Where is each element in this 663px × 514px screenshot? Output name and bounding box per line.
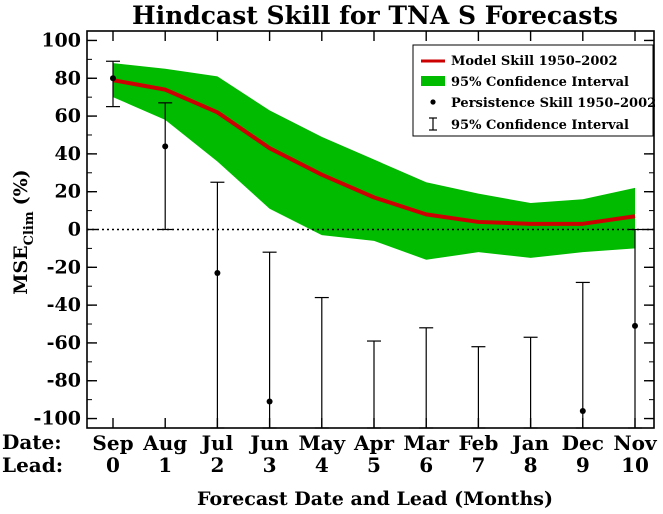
x-axis-ticks: Sep0Aug1Jul2Jun3May4Apr5Mar6Feb7Jan8Dec9… bbox=[92, 31, 658, 477]
x-tick-lead-label: 3 bbox=[263, 453, 277, 477]
lead-row-label: Lead: bbox=[2, 453, 63, 477]
legend-persistence-swatch bbox=[430, 99, 436, 105]
y-tick-label: 100 bbox=[41, 29, 81, 51]
persistence-point bbox=[632, 322, 638, 329]
date-row-label: Date: bbox=[2, 430, 62, 454]
persistence-point bbox=[162, 143, 169, 150]
x-tick-month-label: Sep bbox=[92, 431, 133, 455]
x-tick-month-label: Jan bbox=[510, 431, 549, 455]
y-axis-label-unit: (%) bbox=[10, 169, 32, 205]
y-axis-ticks: -100 -80 -60 -40 -20 0 20 40 60 80 100 bbox=[33, 29, 654, 430]
x-tick-month-label: Apr bbox=[353, 431, 395, 455]
x-tick-month-label: Mar bbox=[403, 431, 449, 455]
y-tick-label: 20 bbox=[55, 181, 81, 203]
y-tick-label: 80 bbox=[55, 67, 81, 89]
x-tick-lead-label: 4 bbox=[315, 453, 329, 477]
legend-persistence-ci: 95% Confidence Interval bbox=[451, 118, 629, 133]
x-tick-month-label: Jun bbox=[248, 431, 289, 455]
persistence-point bbox=[266, 398, 273, 405]
model-confidence-band bbox=[113, 63, 635, 260]
x-tick-lead-label: 2 bbox=[210, 453, 224, 477]
y-axis-label: MSEClim (%) bbox=[10, 169, 37, 294]
y-axis-label-main: MSE bbox=[10, 245, 32, 294]
persistence-errorbar bbox=[575, 281, 590, 429]
x-tick-month-label: Nov bbox=[613, 431, 658, 455]
x-tick-month-label: Dec bbox=[562, 431, 604, 455]
x-axis-label: Forecast Date and Lead (Months) bbox=[197, 488, 553, 510]
x-tick-month-label: Jul bbox=[200, 431, 234, 455]
legend-model-ci: 95% Confidence Interval bbox=[451, 75, 629, 90]
legend-box bbox=[412, 44, 654, 137]
legend-model-ci-swatch bbox=[421, 76, 445, 86]
x-tick-lead-label: 10 bbox=[621, 453, 649, 477]
persistence-errorbar bbox=[367, 340, 381, 429]
legend-errorbar-swatch bbox=[429, 117, 437, 131]
persistence-point bbox=[110, 75, 116, 82]
x-tick-lead-label: 6 bbox=[419, 453, 433, 477]
x-tick-lead-label: 0 bbox=[106, 453, 120, 477]
x-tick-month-label: Feb bbox=[458, 431, 498, 455]
x-tick-lead-label: 5 bbox=[367, 453, 381, 477]
persistence-point bbox=[579, 407, 586, 414]
legend: Model Skill 1950–2002 95% Confidence Int… bbox=[412, 44, 656, 137]
x-tick-lead-label: 7 bbox=[471, 453, 485, 477]
y-tick-label: 60 bbox=[55, 105, 81, 127]
y-tick-label: -40 bbox=[47, 294, 81, 316]
persistence-errorbar bbox=[106, 60, 120, 108]
persistence-errorbar bbox=[419, 327, 434, 429]
y-tick-label: -80 bbox=[47, 370, 81, 392]
y-tick-label: -20 bbox=[47, 256, 81, 278]
x-tick-lead-label: 8 bbox=[524, 453, 538, 477]
persistence-errorbar bbox=[210, 181, 225, 429]
x-tick-month-label: Aug bbox=[142, 431, 187, 455]
y-tick-label: 40 bbox=[55, 143, 81, 165]
y-tick-label: 0 bbox=[68, 219, 81, 241]
persistence-errorbar bbox=[471, 346, 486, 429]
persistence-errorbar bbox=[314, 296, 329, 429]
chart-title: Hindcast Skill for TNA S Forecasts bbox=[132, 1, 618, 30]
persistence-errorbar bbox=[158, 102, 173, 231]
x-tick-lead-label: 1 bbox=[158, 453, 172, 477]
y-axis-label-subscript: Clim bbox=[22, 211, 37, 245]
y-tick-label: -100 bbox=[33, 408, 81, 430]
legend-persistence-skill: Persistence Skill 1950–2002 bbox=[451, 96, 656, 111]
model-skill-line bbox=[112, 78, 636, 226]
x-tick-month-label: May bbox=[298, 431, 346, 455]
y-tick-label: -60 bbox=[47, 332, 81, 354]
persistence-point bbox=[214, 269, 221, 276]
x-tick-lead-label: 9 bbox=[576, 453, 590, 477]
persistence-errorbar bbox=[523, 336, 538, 429]
legend-model-skill: Model Skill 1950–2002 bbox=[451, 54, 618, 69]
